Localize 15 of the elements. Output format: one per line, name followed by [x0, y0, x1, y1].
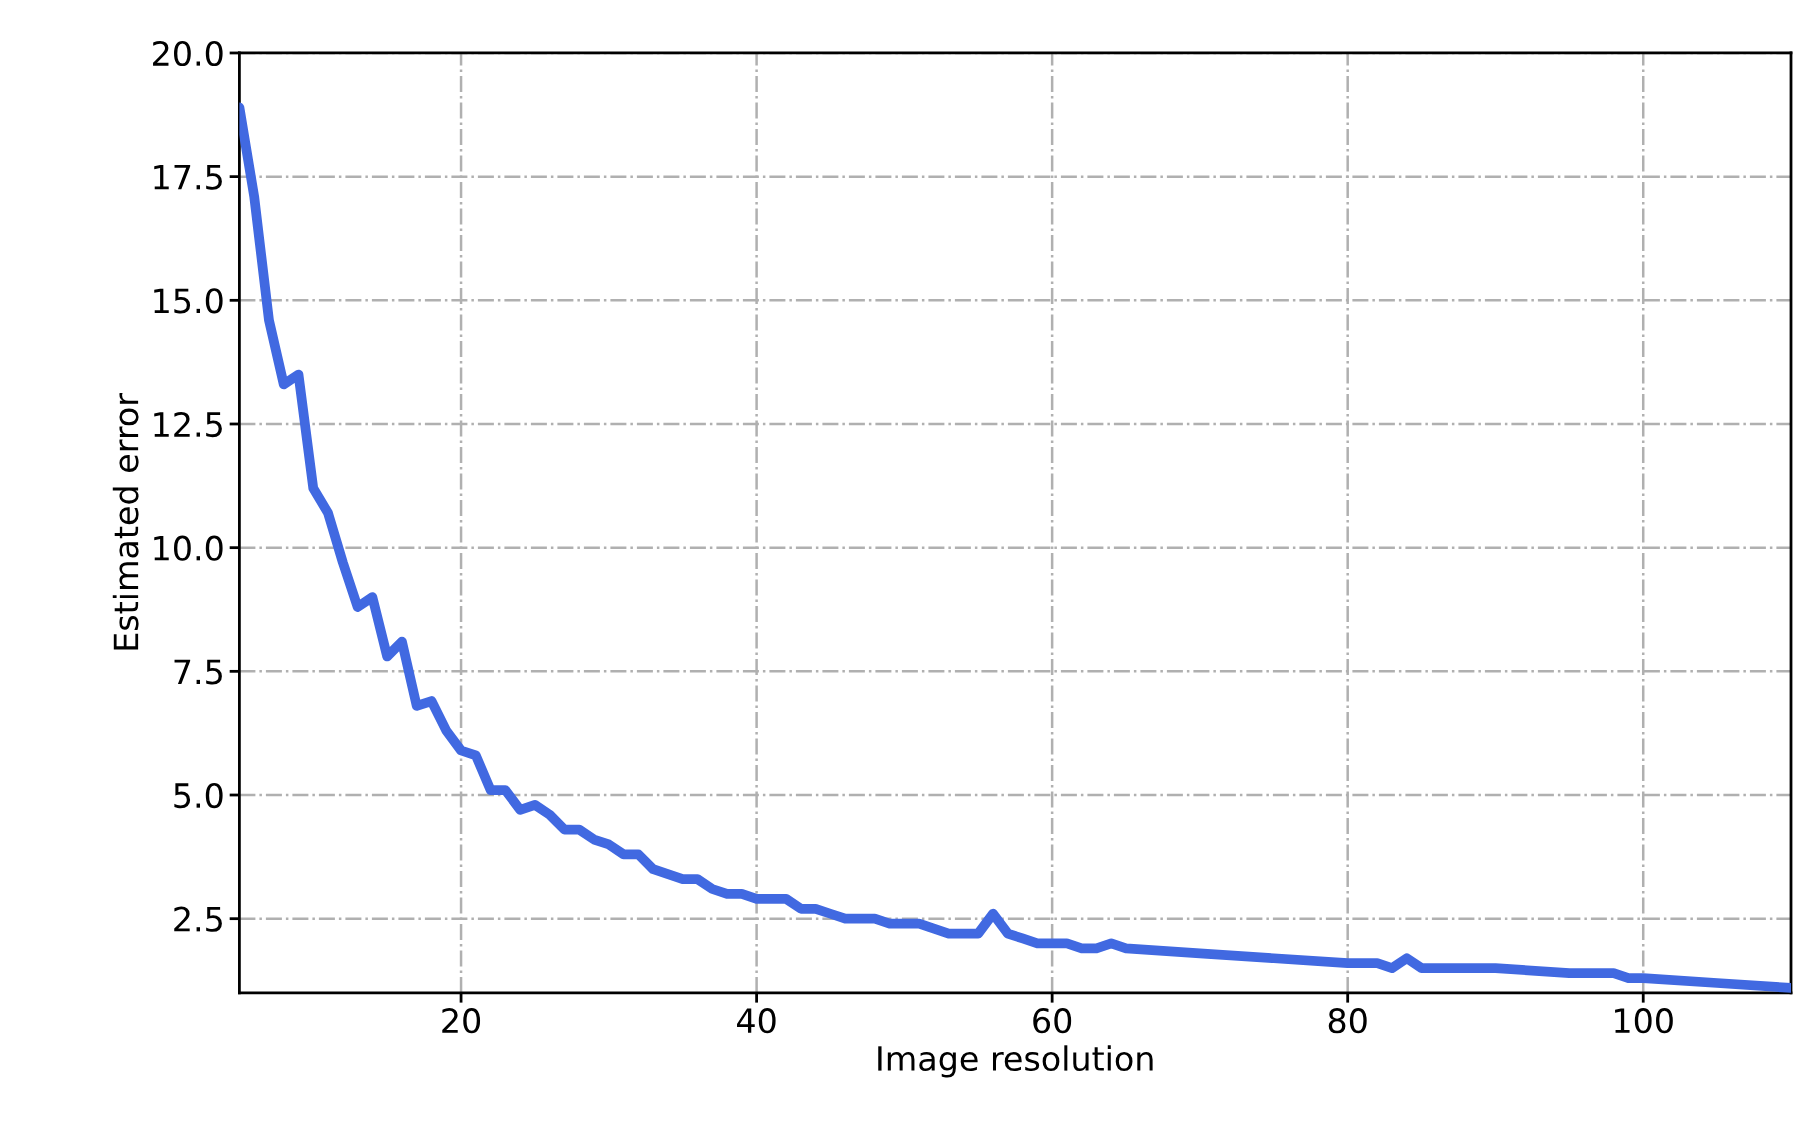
y-axis-title: Estimated error [112, 393, 139, 650]
y-tick-label: 20.0 [153, 40, 223, 67]
y-tick-label: 5.0 [174, 782, 223, 809]
y-tick-label: 15.0 [154, 288, 223, 314]
y-tick-label: 7.5 [174, 659, 222, 685]
y-tick-label: 2.5 [174, 906, 222, 932]
x-tick-label: 80 [1328, 1008, 1367, 1034]
x-axis-title: Image resolution [878, 1045, 1153, 1078]
x-tick-label: 40 [737, 1008, 776, 1034]
y-tick-label: 10.0 [154, 535, 223, 561]
y-tick-label: 12.5 [154, 411, 222, 438]
x-tick-label: 60 [1033, 1008, 1072, 1034]
y-tick-label: 17.5 [154, 165, 222, 190]
x-tick-label: 100 [1615, 1008, 1673, 1034]
x-tick-label: 20 [442, 1008, 481, 1034]
